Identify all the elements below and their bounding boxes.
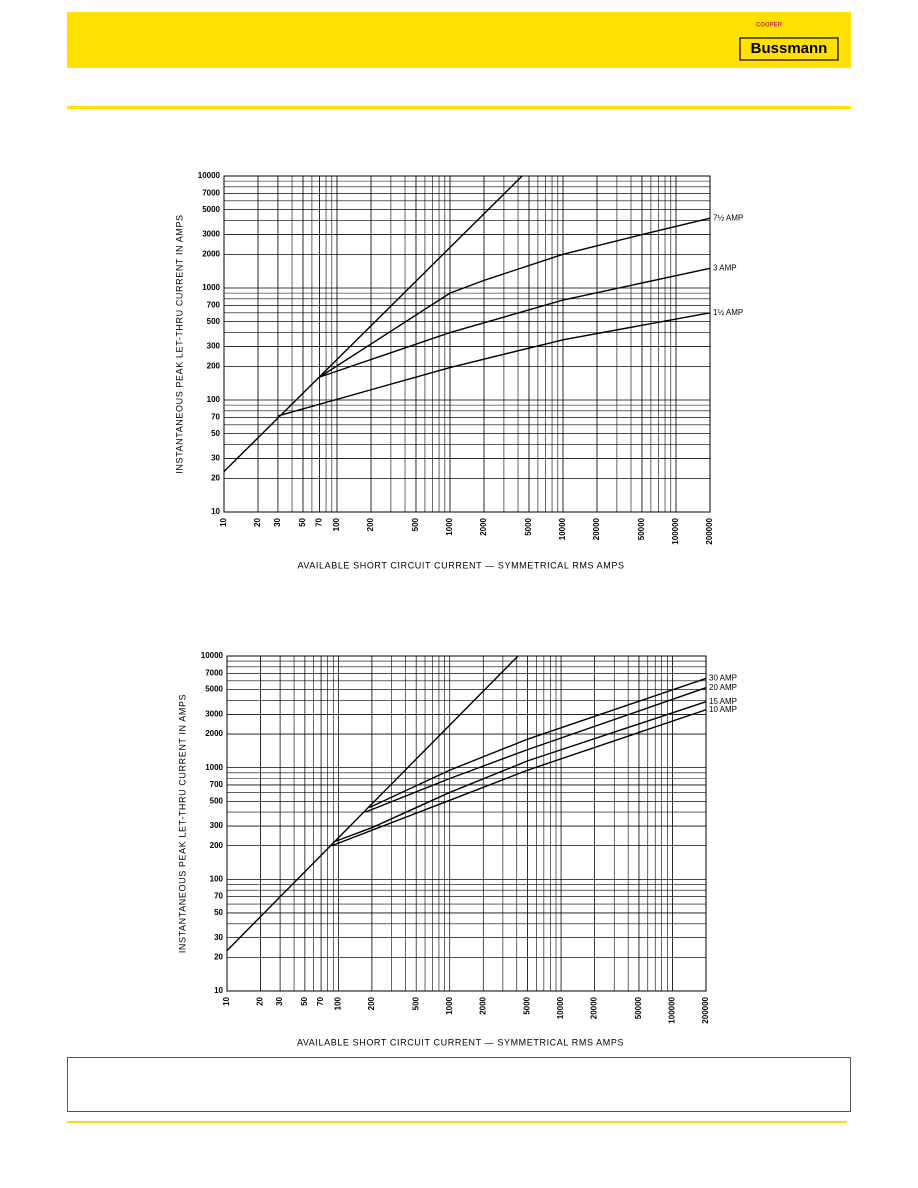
y-tick-label: 200 <box>207 361 221 370</box>
x-tick-label: 50 <box>298 517 307 526</box>
series-label: 15 AMP <box>709 697 737 706</box>
y-tick-label: 100 <box>207 395 221 404</box>
x-tick-label: 50000 <box>634 996 643 1019</box>
series-label: 1½ AMP <box>713 308 743 317</box>
y-tick-label: 10000 <box>201 651 224 660</box>
x-tick-label: 200 <box>367 996 376 1010</box>
x-tick-label: 10 <box>219 517 228 526</box>
y-tick-label: 3000 <box>202 230 220 239</box>
y-tick-label: 500 <box>210 796 224 805</box>
x-axis-title: AVAILABLE SHORT CIRCUIT CURRENT — SYMMET… <box>297 560 624 570</box>
series-line <box>369 677 707 809</box>
series-line <box>331 709 707 847</box>
x-tick-label: 500 <box>411 996 420 1010</box>
x-tick-label: 200000 <box>701 996 710 1023</box>
series-label: 3 AMP <box>713 263 737 272</box>
y-tick-label: 1000 <box>205 763 223 772</box>
header-rule <box>67 106 851 109</box>
x-tick-label: 200000 <box>705 517 714 544</box>
x-tick-label: 10000 <box>556 996 565 1019</box>
y-tick-label: 2000 <box>205 729 223 738</box>
x-tick-label: 50 <box>300 996 309 1005</box>
x-tick-label: 1000 <box>445 996 454 1014</box>
y-tick-label: 70 <box>211 412 220 421</box>
x-tick-label: 30 <box>273 517 282 526</box>
y-tick-label: 20 <box>214 952 223 961</box>
series-line <box>277 312 711 417</box>
x-tick-label: 20 <box>256 996 265 1005</box>
y-axis-title: INSTANTANEOUS PEAK LET-THRU CURRENT IN A… <box>177 694 187 953</box>
y-tick-label: 1000 <box>202 283 220 292</box>
header-band <box>67 12 851 68</box>
y-tick-label: 700 <box>210 780 224 789</box>
series-label: 10 AMP <box>709 705 737 714</box>
y-tick-label: 500 <box>207 317 221 326</box>
x-tick-label: 5000 <box>523 996 532 1014</box>
y-tick-label: 700 <box>207 300 221 309</box>
y-tick-label: 5000 <box>202 205 220 214</box>
plot-frame <box>226 655 707 992</box>
x-tick-label: 2000 <box>479 517 488 535</box>
y-tick-label: 7000 <box>202 188 220 197</box>
x-tick-label: 200 <box>366 517 375 531</box>
x-tick-label: 100000 <box>668 996 677 1023</box>
x-tick-label: 20000 <box>592 517 601 540</box>
x-axis-title: AVAILABLE SHORT CIRCUIT CURRENT — SYMMET… <box>297 1037 624 1047</box>
y-tick-label: 10 <box>211 507 220 516</box>
x-tick-label: 10 <box>222 996 231 1005</box>
y-tick-label: 20 <box>211 473 220 482</box>
x-tick-label: 1000 <box>445 517 454 535</box>
plot-frame <box>223 175 711 513</box>
brand-parent: COOPER <box>756 23 783 29</box>
x-tick-label: 20000 <box>590 996 599 1019</box>
x-tick-label: 100 <box>333 996 342 1010</box>
y-tick-label: 10 <box>214 986 223 995</box>
brand-name: Bussmann <box>751 40 828 57</box>
series-line <box>365 687 707 813</box>
x-tick-label: 50000 <box>637 517 646 540</box>
y-tick-label: 50 <box>214 908 223 917</box>
y-tick-label: 7000 <box>205 668 223 677</box>
logo-box <box>739 37 839 61</box>
x-tick-label: 20 <box>253 517 262 526</box>
y-tick-label: 3000 <box>205 709 223 718</box>
y-tick-label: 10000 <box>198 171 221 180</box>
series-label: 7½ AMP <box>713 213 743 222</box>
y-tick-label: 30 <box>211 454 220 463</box>
x-tick-label: 10000 <box>558 517 567 540</box>
x-tick-label: 70 <box>316 996 325 1005</box>
x-tick-label: 100000 <box>671 517 680 544</box>
series-line <box>319 267 711 378</box>
y-tick-label: 50 <box>211 429 220 438</box>
series-line <box>319 217 711 378</box>
x-tick-label: 70 <box>315 517 324 526</box>
y-tick-label: 300 <box>210 821 224 830</box>
x-tick-label: 5000 <box>524 517 533 535</box>
x-tick-label: 30 <box>275 996 284 1005</box>
footer-rule <box>67 1121 847 1123</box>
x-tick-label: 500 <box>411 517 420 531</box>
series-label: 20 AMP <box>709 683 737 692</box>
y-tick-label: 200 <box>210 841 224 850</box>
y-axis-title: INSTANTANEOUS PEAK LET-THRU CURRENT IN A… <box>174 214 184 473</box>
series-line <box>223 175 523 472</box>
y-tick-label: 2000 <box>202 249 220 258</box>
series-label: 30 AMP <box>709 674 737 683</box>
y-tick-label: 30 <box>214 933 223 942</box>
y-tick-label: 5000 <box>205 685 223 694</box>
x-tick-label: 2000 <box>478 996 487 1014</box>
y-tick-label: 100 <box>210 874 224 883</box>
x-tick-label: 100 <box>332 517 341 531</box>
series-line <box>226 655 519 952</box>
series-line <box>335 700 707 842</box>
note-box <box>67 1057 851 1112</box>
y-tick-label: 70 <box>214 892 223 901</box>
y-tick-label: 300 <box>207 342 221 351</box>
